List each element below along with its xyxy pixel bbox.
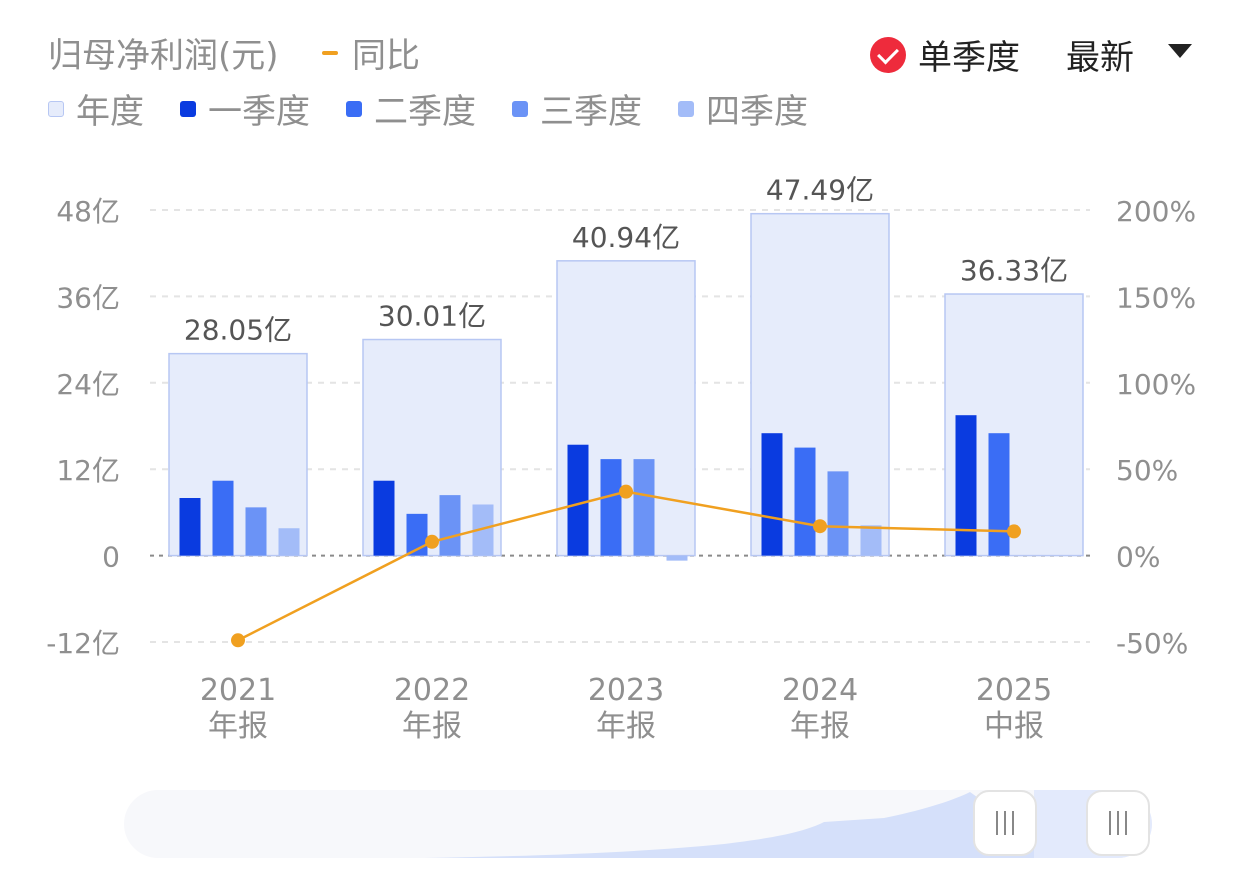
chart-title: 归母净利润(元) xyxy=(48,36,279,76)
legend-yoy[interactable]: 同比 xyxy=(322,28,420,77)
quarter-bar xyxy=(439,495,461,556)
x-tick-period: 年报 xyxy=(596,709,656,744)
yoy-point xyxy=(813,519,827,534)
y-left-tick-label: 12亿 xyxy=(56,454,120,487)
legend-item-q3[interactable]: 三季度 xyxy=(512,84,642,133)
annual-value-label: 28.05亿 xyxy=(184,314,292,347)
legend-swatch-annual xyxy=(48,100,64,117)
quarter-bar xyxy=(633,459,655,556)
single-quarter-label: 单季度 xyxy=(918,38,1020,78)
slider-preview-area xyxy=(124,792,1089,858)
y-left-tick-label: 36亿 xyxy=(56,281,120,314)
legend-item-annual[interactable]: 年度 xyxy=(48,84,144,133)
quarter-bar xyxy=(212,480,234,556)
yoy-point xyxy=(425,534,439,549)
legend-item-q2[interactable]: 二季度 xyxy=(346,84,476,133)
range-handle-left[interactable] xyxy=(973,790,1037,856)
quarter-bar xyxy=(567,444,589,556)
legend-label: 年度 xyxy=(76,92,144,132)
x-tick-year: 2024 xyxy=(782,673,858,708)
quarter-bar xyxy=(860,525,882,556)
legend-label: 四季度 xyxy=(706,92,808,132)
series-legend: 年度 一季度 二季度 三季度 四季度 xyxy=(48,84,844,133)
y-right-tick-label: 100% xyxy=(1116,368,1196,401)
legend-yoy-label: 同比 xyxy=(352,36,420,76)
range-handle-right[interactable] xyxy=(1086,790,1150,856)
grip-icon xyxy=(1109,811,1127,835)
single-quarter-toggle[interactable]: 单季度 xyxy=(870,30,1020,79)
legend-swatch-q4 xyxy=(678,100,694,117)
y-right-tick-label: 50% xyxy=(1116,454,1178,487)
legend-swatch-q2 xyxy=(346,100,362,117)
x-tick-period: 年报 xyxy=(790,709,850,744)
grip-icon xyxy=(996,811,1014,835)
quarter-bar xyxy=(794,447,816,556)
y-right-tick-label: 150% xyxy=(1116,281,1196,314)
quarter-bar xyxy=(761,433,783,556)
quarter-bar xyxy=(827,471,849,556)
x-tick-period: 中报 xyxy=(984,709,1044,744)
quarter-bar xyxy=(472,504,494,556)
sort-dropdown[interactable]: 最新 xyxy=(1066,30,1192,79)
y-right-tick-label: -50% xyxy=(1116,627,1188,660)
quarter-bar xyxy=(278,528,300,556)
legend-item-q1[interactable]: 一季度 xyxy=(180,84,310,133)
yoy-line-swatch xyxy=(322,50,338,55)
caret-down-icon xyxy=(1168,43,1192,58)
y-left-tick-label: 48亿 xyxy=(56,195,120,228)
annual-value-label: 47.49亿 xyxy=(766,174,874,207)
y-right-tick-label: 0% xyxy=(1116,541,1160,574)
y-left-tick-label: 0 xyxy=(102,541,120,574)
quarter-bar xyxy=(179,498,201,556)
annual-value-label: 40.94亿 xyxy=(572,221,680,254)
x-tick-period: 年报 xyxy=(402,709,462,744)
profit-chart: 48亿 36亿 24亿 12亿 0 -12亿 200% 150% 100% 50% 0% -50% 28… xyxy=(46,174,1196,744)
sort-dropdown-label: 最新 xyxy=(1066,38,1134,78)
x-tick-year: 2022 xyxy=(394,673,470,708)
quarter-bar xyxy=(666,555,688,561)
yoy-point xyxy=(619,484,633,499)
y-left-tick-label: -12亿 xyxy=(46,627,120,660)
legend-swatch-q1 xyxy=(180,100,196,117)
x-tick-year: 2025 xyxy=(976,673,1052,708)
x-tick-year: 2021 xyxy=(200,673,276,708)
legend-label: 二季度 xyxy=(374,92,476,132)
check-circle-icon xyxy=(870,36,906,73)
annual-value-label: 30.01亿 xyxy=(378,300,486,333)
yoy-point xyxy=(1007,524,1021,539)
quarter-bar xyxy=(988,433,1010,556)
legend-item-q4[interactable]: 四季度 xyxy=(678,84,808,133)
x-tick-period: 年报 xyxy=(208,709,268,744)
y-right-tick-label: 200% xyxy=(1116,195,1196,228)
quarter-bar xyxy=(955,415,977,556)
quarter-bar xyxy=(406,513,428,556)
yoy-point xyxy=(231,633,245,648)
annual-value-label: 36.33亿 xyxy=(960,254,1068,287)
quarter-bar xyxy=(245,507,267,556)
legend-label: 一季度 xyxy=(208,92,310,132)
quarter-bar xyxy=(373,480,395,556)
legend-label: 三季度 xyxy=(540,92,642,132)
quarter-bar xyxy=(600,459,622,556)
y-left-tick-label: 24亿 xyxy=(56,368,120,401)
legend-swatch-q3 xyxy=(512,100,528,117)
x-tick-year: 2023 xyxy=(588,673,664,708)
